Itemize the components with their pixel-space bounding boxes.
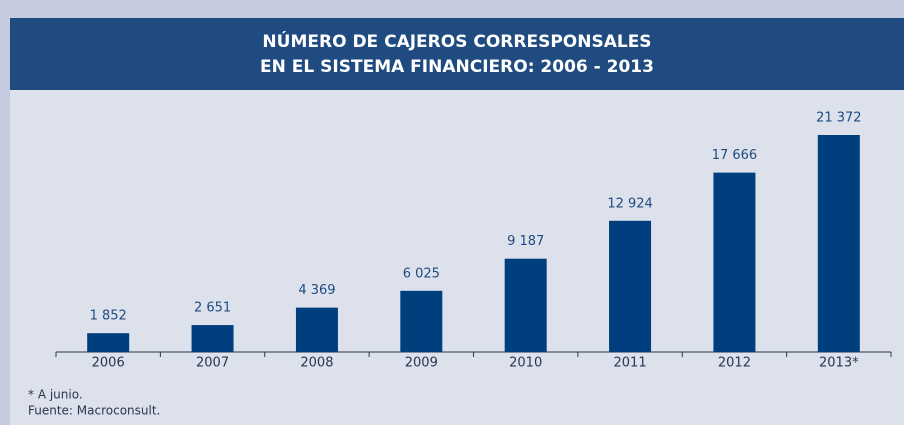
x-tick-label: 2013* bbox=[819, 356, 859, 371]
value-label: 4 369 bbox=[298, 283, 335, 298]
bar bbox=[713, 172, 756, 352]
x-tick-label: 2012 bbox=[718, 356, 751, 371]
x-tick-label: 2009 bbox=[405, 356, 438, 371]
x-tick-label: 2011 bbox=[614, 356, 647, 371]
bar bbox=[295, 307, 338, 352]
value-label: 9 187 bbox=[507, 234, 544, 249]
value-label: 12 924 bbox=[607, 196, 653, 211]
x-tick-label: 2007 bbox=[196, 356, 229, 371]
chart-title: EN EL SISTEMA FINANCIERO: 2006 - 2013 bbox=[260, 57, 654, 77]
value-label: 6 025 bbox=[403, 266, 440, 281]
footnote: * A junio. bbox=[28, 388, 83, 402]
value-label: 2 651 bbox=[194, 301, 231, 316]
value-label: 1 852 bbox=[90, 309, 127, 324]
bar bbox=[504, 258, 547, 352]
value-label: 17 666 bbox=[712, 148, 758, 163]
x-tick-label: 2006 bbox=[92, 356, 125, 371]
chart-title: NÚMERO DE CAJEROS CORRESPONSALES bbox=[262, 30, 651, 52]
bar bbox=[400, 290, 443, 352]
value-label: 21 372 bbox=[816, 111, 862, 126]
source: Fuente: Macroconsult. bbox=[28, 404, 160, 418]
x-tick-label: 2008 bbox=[300, 356, 333, 371]
bar bbox=[191, 325, 234, 352]
title-band bbox=[10, 18, 904, 90]
bar bbox=[609, 220, 652, 352]
bar bbox=[87, 333, 130, 352]
bar bbox=[817, 135, 860, 352]
x-tick-label: 2010 bbox=[509, 356, 542, 371]
